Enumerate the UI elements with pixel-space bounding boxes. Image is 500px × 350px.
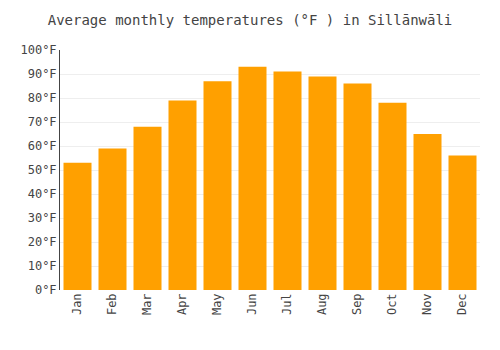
svg-text:80°F: 80°F [28,91,57,105]
svg-text:0°F: 0°F [35,283,57,297]
svg-text:Oct: Oct [385,293,399,315]
svg-text:Average monthly temperatures (: Average monthly temperatures (°F ) in Si… [48,12,453,28]
svg-text:Mar: Mar [140,293,154,315]
svg-text:Dec: Dec [455,293,469,315]
svg-text:Jan: Jan [70,293,84,315]
svg-text:Aug: Aug [315,293,329,315]
svg-text:Feb: Feb [105,293,119,315]
svg-text:50°F: 50°F [28,163,57,177]
svg-text:10°F: 10°F [28,259,57,273]
svg-text:60°F: 60°F [28,139,57,153]
svg-text:30°F: 30°F [28,211,57,225]
svg-text:20°F: 20°F [28,235,57,249]
svg-text:May: May [210,293,224,315]
svg-text:Sep: Sep [350,293,364,315]
svg-text:Jun: Jun [245,293,259,315]
svg-text:40°F: 40°F [28,187,57,201]
svg-text:100°F: 100°F [20,43,56,57]
svg-text:Nov: Nov [420,293,434,315]
svg-text:90°F: 90°F [28,67,57,81]
svg-text:Jul: Jul [280,293,294,315]
svg-text:Apr: Apr [175,293,189,315]
svg-text:70°F: 70°F [28,115,57,129]
